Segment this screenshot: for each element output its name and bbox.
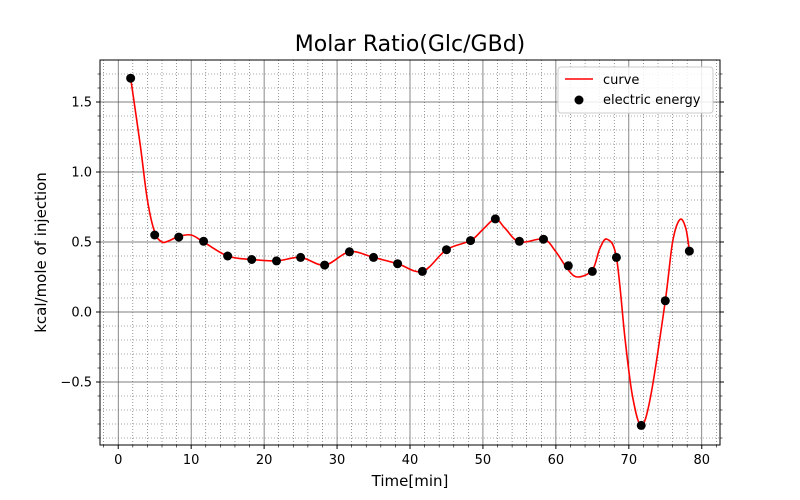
- data-point: [466, 236, 476, 246]
- data-point: [514, 236, 524, 246]
- data-point: [538, 234, 548, 244]
- data-point: [150, 230, 160, 240]
- data-point: [174, 232, 184, 242]
- series-line-curve: [129, 78, 691, 427]
- x-tick-label: 20: [256, 453, 273, 468]
- data-point: [320, 260, 330, 270]
- y-tick-label: 0.0: [71, 306, 92, 321]
- data-point: [369, 252, 379, 262]
- data-point: [272, 256, 282, 266]
- legend-label-electric-energy: electric energy: [603, 93, 701, 108]
- x-tick-label: 70: [621, 453, 638, 468]
- data-point: [223, 251, 233, 261]
- axis-ticks: 0 10 20 30 40 50 60 70 80 −0.5 0.0 0.5 1.0 1.5: [60, 73, 724, 468]
- data-point: [296, 252, 306, 262]
- data-point: [684, 246, 694, 256]
- chart-title: Molar Ratio(Glc/GBd): [295, 32, 526, 57]
- data-point: [344, 247, 354, 257]
- y-tick-label: −0.5: [60, 376, 92, 391]
- data-point: [417, 266, 427, 276]
- x-tick-label: 30: [329, 453, 346, 468]
- data-point: [636, 420, 646, 430]
- y-axis-label: kcal/mole of injection: [32, 172, 50, 333]
- data-point: [199, 236, 209, 246]
- data-point: [490, 214, 500, 224]
- y-tick-label: 1.0: [71, 166, 92, 181]
- legend-box: [557, 66, 714, 114]
- data-point: [563, 261, 573, 271]
- data-point: [247, 255, 257, 264]
- y-tick-label: 0.5: [71, 236, 92, 251]
- legend-marker-swatch: [574, 95, 584, 105]
- x-tick-label: 60: [548, 453, 565, 468]
- x-tick-label: 40: [402, 453, 419, 468]
- major-grid: [100, 60, 720, 445]
- legend-label-curve: curve: [603, 73, 639, 88]
- data-point: [587, 266, 597, 276]
- x-tick-label: 50: [475, 453, 492, 468]
- x-tick-label: 0: [114, 453, 122, 468]
- plot-area: [126, 73, 694, 430]
- x-axis-label: Time[min]: [371, 472, 449, 490]
- data-point: [126, 73, 136, 83]
- legend: curve electric energy: [557, 66, 714, 114]
- data-point: [611, 252, 621, 262]
- y-tick-label: 1.5: [71, 96, 92, 111]
- x-tick-label: 80: [693, 453, 710, 468]
- x-tick-label: 10: [183, 453, 200, 468]
- data-point: [393, 259, 403, 269]
- data-point: [660, 296, 670, 306]
- data-point: [441, 245, 451, 255]
